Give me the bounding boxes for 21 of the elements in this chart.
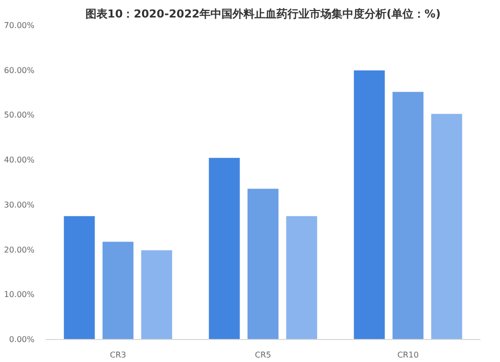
y-tick-label: 30.00% [4,200,35,210]
bar [431,114,462,340]
y-tick-label: 60.00% [4,66,35,75]
bar [392,92,424,340]
y-tick-label: 70.00% [4,21,35,30]
bar [248,188,278,340]
x-tick-label: CR10 [397,350,419,360]
chart-title: 图表10：2020-2022年中国外料止血药行业市场集中度分析(单位：%) [85,8,441,20]
x-tick-label: CR3 [110,350,126,360]
bar [286,216,318,340]
y-tick-label: 40.00% [4,156,35,165]
bar [102,242,134,340]
y-tick-label: 50.00% [4,110,35,120]
bar [208,158,240,340]
y-tick-label: 10.00% [4,290,35,300]
x-tick-label: CR5 [254,350,272,360]
bar [354,70,385,340]
y-tick-label: 0.00% [9,335,35,344]
y-tick-label: 20.00% [4,245,35,254]
bar [64,216,95,340]
bar [141,250,172,340]
